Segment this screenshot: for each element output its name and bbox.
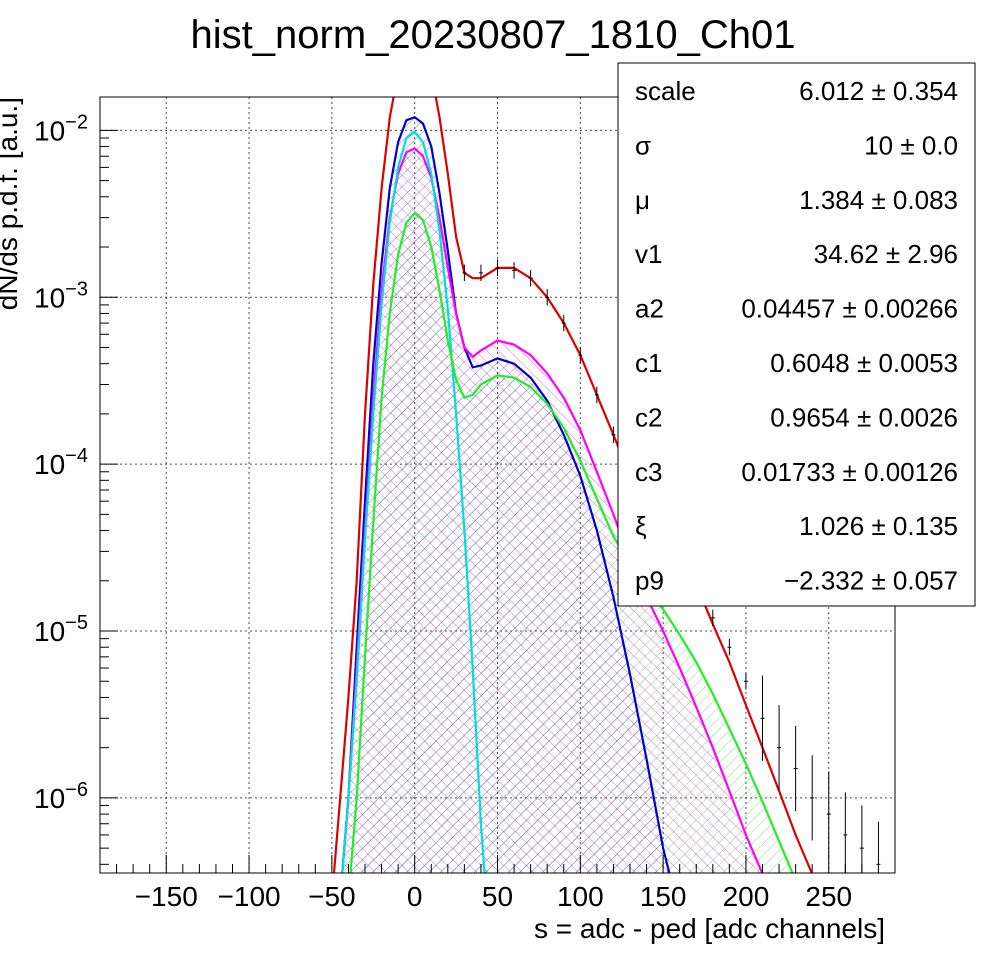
stats-param-value: 0.01733 ± 0.00126: [741, 457, 958, 487]
stats-rows: scale 6.012 ± 0.354 σ 10 ± 0.0 μ 1.384 ± 0.08…: [635, 76, 958, 596]
stats-param-name: p9: [635, 566, 664, 596]
stats-param-name: v1: [635, 239, 662, 269]
stats-row: a2 0.04457 ± 0.00266: [635, 294, 958, 324]
stats-row: p9 −2.332 ± 0.057: [635, 566, 958, 596]
stats-box: scale 6.012 ± 0.354 σ 10 ± 0.0 μ 1.384 ± 0.08…: [617, 62, 976, 607]
stats-param-name: μ: [635, 185, 650, 215]
stats-param-value: 6.012 ± 0.354: [799, 76, 958, 106]
fill-regions: [342, 117, 793, 873]
x-tick-label: 200: [723, 881, 770, 912]
y-tick-label: 10−4: [34, 445, 88, 480]
stats-row: μ 1.384 ± 0.083: [635, 185, 958, 215]
x-axis-ticks: −150 −100 −50 0 50 100 150 200 250: [99, 855, 896, 912]
stats-param-name: c3: [635, 457, 662, 487]
stats-row: scale 6.012 ± 0.354: [635, 76, 958, 106]
stats-param-value: 10 ± 0.0: [864, 130, 958, 160]
x-tick-label: −150: [135, 881, 198, 912]
stats-param-value: 1.026 ± 0.135: [799, 511, 958, 541]
stats-param-name: a2: [635, 294, 664, 324]
stats-box-frame: [617, 62, 976, 607]
y-tick-label: 10−6: [34, 779, 88, 814]
x-tick-label: 50: [482, 881, 513, 912]
x-axis-label: s = adc - ped [adc channels]: [534, 913, 885, 944]
stats-param-name: scale: [635, 76, 696, 106]
stats-row: ξ 1.026 ± 0.135: [635, 511, 958, 541]
series-fill: [342, 117, 670, 873]
stats-param-value: 0.6048 ± 0.0053: [770, 348, 958, 378]
stats-row: c1 0.6048 ± 0.0053: [635, 348, 958, 378]
stats-row: c2 0.9654 ± 0.0026: [635, 402, 958, 432]
stats-param-value: 0.9654 ± 0.0026: [770, 402, 958, 432]
fit-curves: [332, 97, 813, 873]
stats-row: c3 0.01733 ± 0.00126: [635, 457, 958, 487]
stats-param-value: 34.62 ± 2.96: [814, 239, 958, 269]
stats-param-value: 1.384 ± 0.083: [799, 185, 958, 215]
stats-param-name: ξ: [635, 511, 647, 541]
stats-param-name: c2: [635, 402, 662, 432]
y-tick-label: 10−5: [34, 612, 88, 647]
stats-param-value: 0.04457 ± 0.00266: [741, 294, 958, 324]
x-tick-label: 150: [640, 881, 687, 912]
x-tick-label: −50: [308, 881, 356, 912]
y-tick-label: 10−2: [34, 111, 88, 146]
stats-row: v1 34.62 ± 2.96: [635, 239, 958, 269]
y-axis-ticks: 10−2 10−3 10−4 10−5 10−6: [34, 111, 118, 865]
y-tick-label: 10−3: [34, 278, 88, 313]
series-line: [341, 130, 486, 873]
stats-param-name: σ: [635, 130, 651, 160]
x-tick-label: −100: [218, 881, 281, 912]
chart-title: hist_norm_20230807_1810_Ch01: [191, 13, 796, 57]
series-line: [349, 211, 794, 873]
x-tick-label: 0: [407, 881, 423, 912]
stats-param-value: −2.332 ± 0.057: [784, 566, 958, 596]
stats-row: σ 10 ± 0.0: [635, 130, 958, 160]
x-tick-label: 100: [557, 881, 604, 912]
y-axis-label: dN/ds p.d.f. [a.u.]: [0, 97, 23, 310]
x-tick-label: 250: [805, 881, 852, 912]
stats-param-name: c1: [635, 348, 662, 378]
